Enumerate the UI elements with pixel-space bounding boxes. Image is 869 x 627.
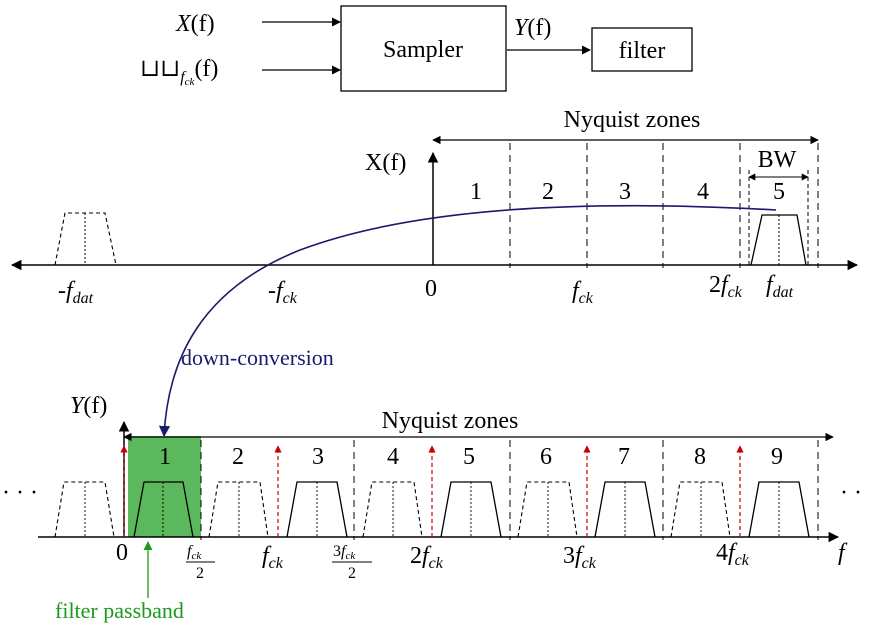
bw-label: BW — [758, 147, 797, 173]
tick-four-fck-bottom: 4fck — [716, 540, 750, 569]
replica-spectra — [54, 481, 810, 538]
bottom-zone-4: 4 — [387, 444, 399, 470]
svg-text:2: 2 — [196, 565, 204, 582]
bottom-axis-label: Y(f) — [70, 393, 107, 419]
svg-text:3fck: 3fck — [333, 543, 356, 562]
ellipsis-right: · · — [840, 480, 862, 506]
tick-two-fck-top: 2fck — [709, 272, 743, 301]
tick-neg-fdat: -fdat — [58, 278, 94, 307]
svg-text:fck: fck — [187, 543, 202, 562]
top-axis-label: X(f) — [365, 150, 406, 176]
tick-fdat-top: fdat — [766, 272, 794, 301]
svg-text:2: 2 — [348, 565, 356, 582]
tick-half-fck: fck 2 — [186, 543, 215, 582]
tick-three-half-fck: 3fck 2 — [332, 543, 372, 582]
input-comb-label: ⊔⊔fck(f) — [140, 56, 218, 88]
top-zone-1: 1 — [470, 179, 482, 205]
bottom-zone-1: 1 — [159, 444, 171, 470]
frequency-label: f — [838, 540, 848, 566]
bottom-zone-7: 7 — [618, 444, 630, 470]
bottom-zone-dividers — [200, 440, 819, 540]
input-x-label: X(f) — [175, 11, 215, 37]
tick-zero-bottom: 0 — [116, 540, 128, 566]
block-diagram: X(f) ⊔⊔fck(f) Sampler Y(f) filter — [140, 5, 693, 92]
filter-label: filter — [619, 38, 666, 64]
bottom-zone-5: 5 — [463, 444, 475, 470]
tick-fck-bottom: fck — [262, 543, 284, 572]
top-zone-2: 2 — [542, 179, 554, 205]
tick-fck-top: fck — [572, 278, 594, 307]
bottom-zone-9: 9 — [771, 444, 783, 470]
down-conversion-label: down-conversion — [181, 345, 334, 370]
signal-spectrum-negative — [54, 212, 117, 266]
output-y-label: Y(f) — [514, 15, 551, 41]
top-zone-4: 4 — [697, 179, 709, 205]
down-conversion-arrow — [158, 204, 777, 438]
bottom-zone-6: 6 — [540, 444, 552, 470]
bottom-zone-8: 8 — [694, 444, 706, 470]
tick-neg-fck: -fck — [268, 278, 298, 307]
top-nyquist-label: Nyquist zones — [564, 107, 701, 133]
filter-block — [591, 27, 693, 72]
bottom-zone-2: 2 — [232, 444, 244, 470]
top-zone-3: 3 — [619, 179, 631, 205]
filter-passband-label: filter passband — [55, 598, 184, 623]
tick-zero-top: 0 — [425, 276, 437, 302]
sampler-label: Sampler — [383, 37, 463, 63]
filter-passband-region — [128, 436, 201, 537]
sampler-block — [340, 5, 507, 92]
sampling-impulses — [120, 445, 744, 537]
ellipsis-left: · · · — [2, 480, 38, 506]
top-zone-5: 5 — [773, 179, 785, 205]
tick-three-fck-bottom: 3fck — [563, 543, 597, 572]
bottom-nyquist-label: Nyquist zones — [382, 408, 519, 434]
signal-spectrum-positive — [750, 214, 807, 266]
top-spectrum: Nyquist zones X(f) 1 2 3 4 5 BW — [10, 107, 859, 307]
tick-two-fck-bottom: 2fck — [410, 543, 444, 572]
bottom-zone-3: 3 — [312, 444, 324, 470]
bottom-spectrum: Y(f) Nyquist zones 1 2 3 4 5 6 7 — [2, 393, 862, 623]
